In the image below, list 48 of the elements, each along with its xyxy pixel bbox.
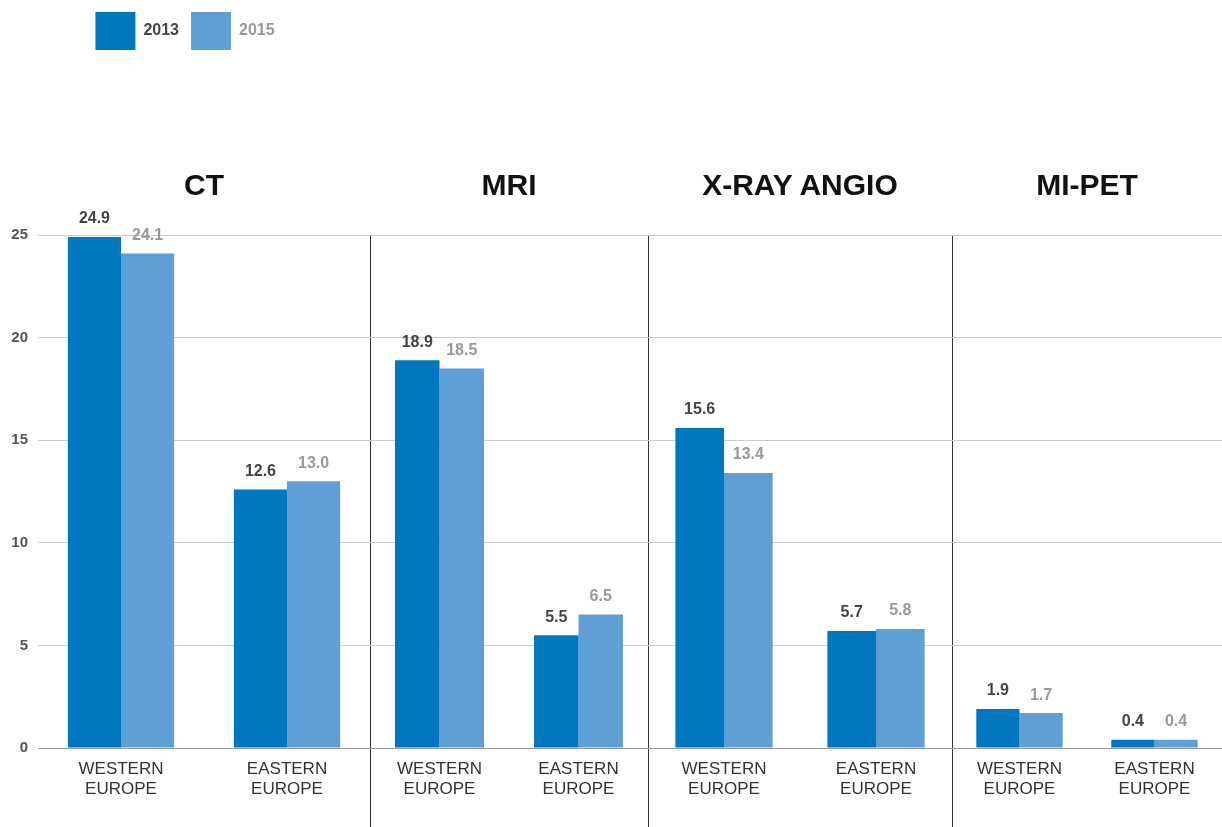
chart-title: MRI <box>480 168 538 202</box>
y-tick-label: 25 <box>11 225 28 243</box>
bar <box>724 473 773 748</box>
chart-title: X-RAY ANGIO <box>701 168 899 202</box>
chart-title: MI-PET <box>1035 168 1139 202</box>
y-tick-label: 5 <box>19 635 28 653</box>
bar <box>67 237 121 748</box>
x-tick-label: WESTERN EUROPE <box>681 758 767 799</box>
bar <box>395 360 440 748</box>
data-label: 0.4 <box>1121 712 1145 730</box>
y-tick-label: 15 <box>11 430 28 448</box>
x-tick-label: WESTERN EUROPE <box>78 758 164 799</box>
data-label: 1.7 <box>1029 685 1053 703</box>
y-tick-label: 0 <box>19 738 28 756</box>
x-tick-label: WESTERN EUROPE <box>977 758 1062 799</box>
data-label: 24.1 <box>131 225 164 243</box>
bar <box>534 635 579 748</box>
bar <box>121 253 175 748</box>
legend-label: 2013 <box>143 21 180 39</box>
data-label: 5.8 <box>889 601 912 619</box>
data-label: 13.4 <box>732 445 764 463</box>
x-tick-label: EASTERN EUROPE <box>246 758 328 799</box>
bar <box>876 628 925 748</box>
data-label: 24.9 <box>78 209 111 227</box>
data-label: 12.6 <box>244 461 277 479</box>
x-tick-label: WESTERN EUROPE <box>397 758 482 799</box>
data-label: 5.7 <box>840 603 863 621</box>
x-tick-label: EASTERN EUROPE <box>835 758 917 799</box>
bar <box>439 368 484 748</box>
data-label: 18.5 <box>446 340 478 358</box>
y-tick-label: 10 <box>11 532 28 550</box>
bar <box>233 489 287 748</box>
data-label: 6.5 <box>589 587 612 605</box>
x-tick-label: EASTERN EUROPE <box>1114 758 1195 799</box>
data-label: 1.9 <box>986 681 1010 699</box>
data-label: 15.6 <box>684 400 716 418</box>
bar <box>827 631 876 748</box>
bar <box>578 614 623 748</box>
bar <box>675 427 724 748</box>
data-label: 5.5 <box>545 607 568 625</box>
data-label: 0.4 <box>1164 712 1188 730</box>
legend-label: 2015 <box>239 21 275 39</box>
chart-title: CT <box>183 168 225 202</box>
bar <box>287 481 341 748</box>
y-tick-label: 20 <box>11 327 28 345</box>
x-tick-label: EASTERN EUROPE <box>538 758 619 799</box>
data-label: 18.9 <box>401 332 433 350</box>
data-label: 13.0 <box>297 453 330 471</box>
